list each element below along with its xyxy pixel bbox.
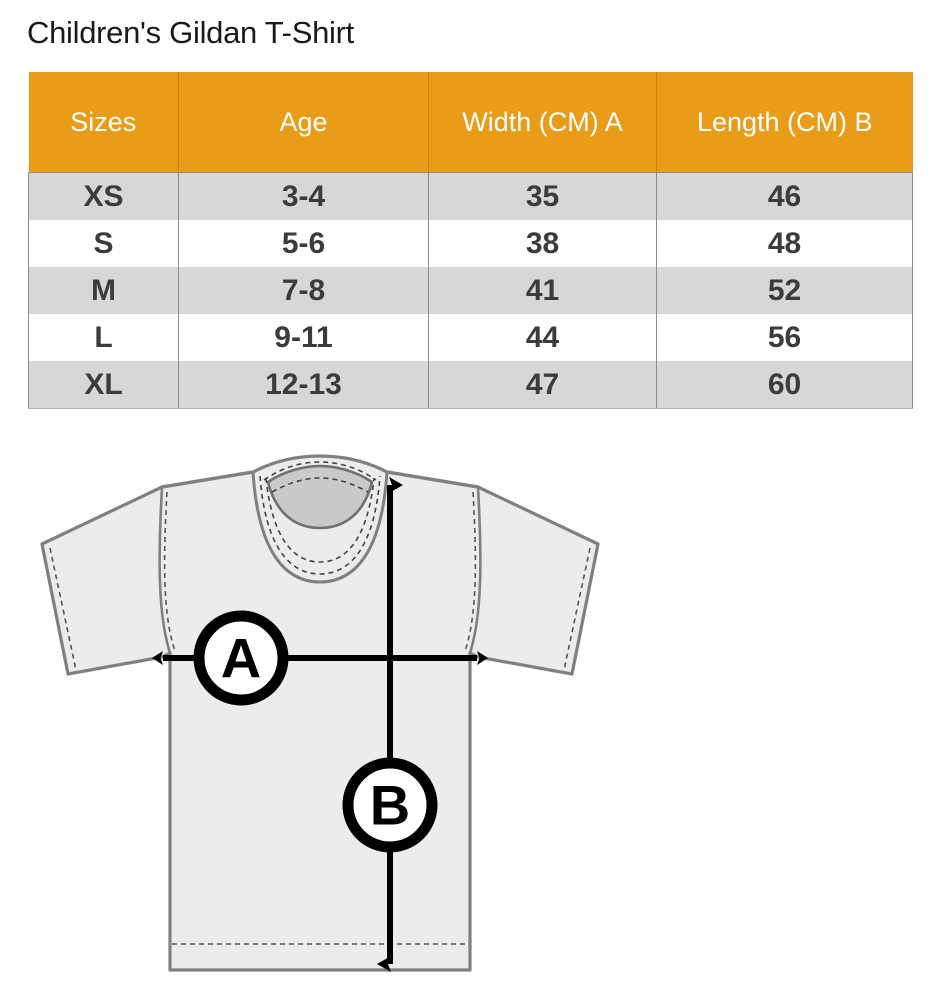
- cell-age: 3-4: [178, 172, 429, 220]
- column-header-length: Length (CM) B: [656, 72, 913, 173]
- cell-length: 60: [656, 361, 913, 409]
- cell-age: 7-8: [178, 267, 429, 314]
- cell-width: 35: [428, 172, 657, 220]
- cell-age: 9-11: [178, 314, 429, 361]
- cell-age: 5-6: [178, 220, 429, 267]
- tshirt-diagram: A B: [0, 440, 640, 1007]
- measurement-badge-b: B: [342, 757, 438, 853]
- page-title: Children's Gildan T-Shirt: [27, 15, 354, 50]
- cell-length: 52: [656, 267, 913, 314]
- cell-size: L: [28, 314, 179, 361]
- tshirt-outline: [40, 454, 600, 972]
- table-row: M 7-8 41 52: [28, 267, 913, 314]
- table-header-row: Sizes Age Width (CM) A Length (CM) B: [28, 72, 913, 173]
- column-header-sizes: Sizes: [28, 72, 179, 173]
- cell-width: 41: [428, 267, 657, 314]
- table-row: XS 3-4 35 46: [28, 172, 913, 220]
- cell-length: 56: [656, 314, 913, 361]
- cell-size: S: [28, 220, 179, 267]
- cell-width: 47: [428, 361, 657, 409]
- table-row: XL 12-13 47 60: [28, 361, 913, 409]
- measurement-label-b: B: [370, 774, 410, 837]
- cell-size: M: [28, 267, 179, 314]
- cell-width: 44: [428, 314, 657, 361]
- cell-size: XS: [28, 172, 179, 220]
- column-header-age: Age: [178, 72, 429, 173]
- table-row: S 5-6 38 48: [28, 220, 913, 267]
- measurement-label-a: A: [221, 627, 261, 690]
- cell-length: 48: [656, 220, 913, 267]
- size-chart-table: Sizes Age Width (CM) A Length (CM) B XS …: [28, 72, 913, 409]
- measurement-badge-a: A: [193, 610, 289, 706]
- cell-length: 46: [656, 172, 913, 220]
- cell-age: 12-13: [178, 361, 429, 409]
- table-row: L 9-11 44 56: [28, 314, 913, 361]
- cell-width: 38: [428, 220, 657, 267]
- cell-size: XL: [28, 361, 179, 409]
- column-header-width: Width (CM) A: [428, 72, 657, 173]
